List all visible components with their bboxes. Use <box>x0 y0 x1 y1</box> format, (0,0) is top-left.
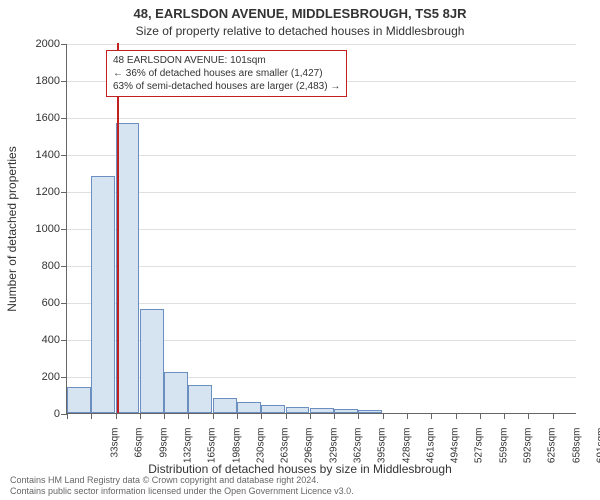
y-tick <box>61 44 67 45</box>
histogram-bar <box>140 309 164 413</box>
chart-subtitle: Size of property relative to detached ho… <box>0 24 600 38</box>
annotation-line: 48 EARLSDON AVENUE: 101sqm <box>113 54 340 67</box>
grid-line <box>67 303 576 304</box>
y-tick <box>61 229 67 230</box>
grid-line <box>67 44 576 45</box>
y-tick <box>61 192 67 193</box>
x-tick <box>261 413 262 419</box>
y-tick <box>61 340 67 341</box>
y-tick <box>61 266 67 267</box>
y-tick-label: 0 <box>10 408 60 420</box>
x-axis-title: Distribution of detached houses by size … <box>0 462 600 476</box>
y-tick-label: 2000 <box>10 38 60 50</box>
x-tick <box>188 413 189 419</box>
footer-line-2: Contains public sector information licen… <box>10 486 590 497</box>
annotation-line: 63% of semi-detached houses are larger (… <box>113 80 340 93</box>
x-tick <box>286 413 287 419</box>
y-tick <box>61 118 67 119</box>
x-tick <box>310 413 311 419</box>
histogram-bar <box>237 402 261 413</box>
plot-area <box>66 44 576 414</box>
x-tick <box>334 413 335 419</box>
histogram-bar <box>116 123 140 413</box>
property-marker-line <box>117 43 119 413</box>
histogram-bar <box>164 372 188 413</box>
chart-title: 48, EARLSDON AVENUE, MIDDLESBROUGH, TS5 … <box>0 6 600 21</box>
histogram-bar <box>358 410 382 413</box>
histogram-bar <box>188 385 212 413</box>
y-tick-label: 1800 <box>10 75 60 87</box>
y-tick-label: 800 <box>10 260 60 272</box>
x-tick <box>358 413 359 419</box>
histogram-bar <box>261 405 285 413</box>
x-tick <box>528 413 529 419</box>
y-tick-label: 600 <box>10 297 60 309</box>
chart-container: 48, EARLSDON AVENUE, MIDDLESBROUGH, TS5 … <box>0 0 600 500</box>
y-tick <box>61 377 67 378</box>
x-tick <box>383 413 384 419</box>
annotation-box: 48 EARLSDON AVENUE: 101sqm← 36% of detac… <box>106 50 347 97</box>
grid-line <box>67 118 576 119</box>
x-tick <box>116 413 117 419</box>
histogram-bar <box>310 408 334 413</box>
grid-line <box>67 229 576 230</box>
x-tick <box>480 413 481 419</box>
y-tick <box>61 303 67 304</box>
footer-text: Contains HM Land Registry data © Crown c… <box>10 475 590 497</box>
histogram-bar <box>334 409 358 413</box>
x-tick <box>164 413 165 419</box>
y-tick-label: 200 <box>10 371 60 383</box>
grid-line <box>67 266 576 267</box>
x-tick <box>140 413 141 419</box>
grid-line <box>67 192 576 193</box>
annotation-line: ← 36% of detached houses are smaller (1,… <box>113 67 340 80</box>
grid-line <box>67 155 576 156</box>
y-tick-label: 1000 <box>10 223 60 235</box>
y-tick-label: 400 <box>10 334 60 346</box>
y-tick-label: 1200 <box>10 186 60 198</box>
y-tick-label: 1600 <box>10 112 60 124</box>
footer-line-1: Contains HM Land Registry data © Crown c… <box>10 475 590 486</box>
x-tick <box>504 413 505 419</box>
histogram-bar <box>91 176 115 413</box>
x-tick <box>67 413 68 419</box>
histogram-bar <box>213 398 237 413</box>
histogram-bar <box>67 387 91 413</box>
histogram-bar <box>286 407 310 413</box>
x-tick <box>553 413 554 419</box>
y-tick-label: 1400 <box>10 149 60 161</box>
y-tick <box>61 155 67 156</box>
x-tick <box>91 413 92 419</box>
x-tick <box>407 413 408 419</box>
x-tick <box>213 413 214 419</box>
x-tick <box>237 413 238 419</box>
x-tick <box>456 413 457 419</box>
y-tick <box>61 81 67 82</box>
x-tick <box>431 413 432 419</box>
